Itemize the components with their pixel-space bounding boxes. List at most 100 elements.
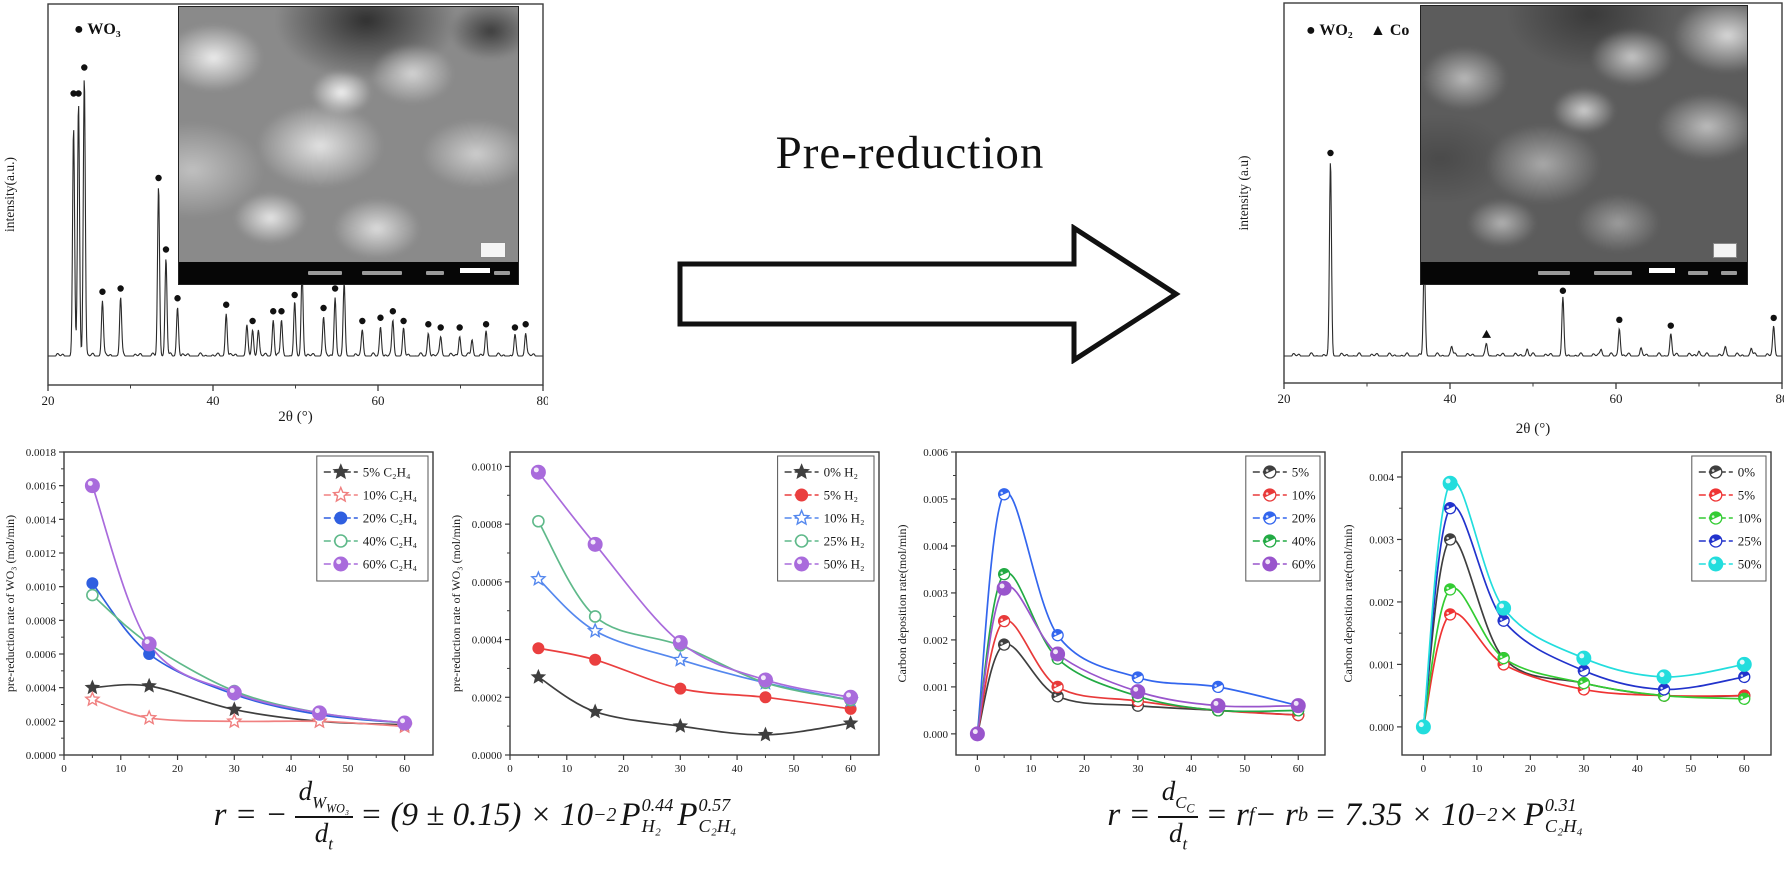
svg-text:0% H₂: 0% H₂ xyxy=(824,465,859,480)
svg-text:10: 10 xyxy=(1471,763,1483,775)
infobar-segment xyxy=(362,271,403,275)
svg-text:0: 0 xyxy=(507,763,513,775)
series-line xyxy=(91,582,405,724)
svg-text:● WO₂: ● WO₂ xyxy=(1306,22,1353,39)
peak-dot-marker xyxy=(70,90,77,97)
svg-text:0.0000: 0.0000 xyxy=(472,750,503,762)
svg-text:20: 20 xyxy=(1079,763,1091,775)
series-markers xyxy=(530,668,859,742)
svg-text:10: 10 xyxy=(1025,763,1037,775)
svg-text:60: 60 xyxy=(372,393,385,408)
peak-dot-marker xyxy=(320,304,327,312)
svg-text:Carbon deposition rate(mol/min: Carbon deposition rate(mol/min) xyxy=(895,525,909,683)
svg-text:50: 50 xyxy=(342,763,354,775)
eq2-times: × xyxy=(1497,797,1520,834)
svg-text:60%: 60% xyxy=(1292,557,1316,572)
peak-dot-marker xyxy=(278,308,285,315)
svg-text:60: 60 xyxy=(1739,763,1751,775)
pre-reduction-label: Pre-reduction xyxy=(775,127,1045,179)
pre-reduction-rate-c2h4-plot: 0 10 20 30 40 50 60 0.0000 0.0002 0.0004 0.0006 0.0… xyxy=(3,447,434,775)
infobar-segment xyxy=(494,271,511,275)
svg-text:40: 40 xyxy=(286,763,298,775)
svg-text:60: 60 xyxy=(845,763,857,775)
svg-text:50% H₂: 50% H₂ xyxy=(824,557,865,572)
svg-text:0.0010: 0.0010 xyxy=(26,582,57,594)
svg-text:0: 0 xyxy=(1421,763,1427,775)
svg-text:40% C₂H₄: 40% C₂H₄ xyxy=(363,534,418,549)
peak-dot-marker xyxy=(249,317,256,325)
svg-text:25%: 25% xyxy=(1738,534,1762,549)
eq1-exponent: −2 xyxy=(593,804,617,827)
svg-text:30: 30 xyxy=(229,763,241,775)
svg-text:0.003: 0.003 xyxy=(1369,534,1394,546)
eq1-pressure-term-h2: P 0.44 H₂ xyxy=(620,795,674,836)
svg-text:2θ (°): 2θ (°) xyxy=(278,409,312,425)
svg-text:5%: 5% xyxy=(1738,488,1756,503)
sem-inset-right xyxy=(1420,5,1748,285)
svg-text:0.000: 0.000 xyxy=(923,729,948,741)
sem-infobar-right xyxy=(1421,262,1747,284)
eq1-fraction: dWWO₃ dt xyxy=(294,777,354,854)
svg-text:50: 50 xyxy=(788,763,800,775)
sem-scalebox-left xyxy=(480,242,506,258)
svg-text:0: 0 xyxy=(975,763,981,775)
svg-text:0.001: 0.001 xyxy=(923,682,948,694)
eq2-fraction: dCC dt xyxy=(1157,776,1199,854)
svg-text:30: 30 xyxy=(1578,763,1590,775)
peak-dot-marker xyxy=(117,285,124,292)
peak-dot-marker xyxy=(377,314,384,321)
peak-dot-marker xyxy=(389,308,397,315)
svg-text:0.0004: 0.0004 xyxy=(472,635,503,647)
svg-text:0.0010: 0.0010 xyxy=(472,461,503,473)
series-markers xyxy=(84,677,413,732)
svg-text:50%: 50% xyxy=(1738,557,1762,572)
series-markers xyxy=(86,588,411,730)
svg-text:20: 20 xyxy=(42,393,55,408)
series-line xyxy=(91,485,405,724)
svg-text:60: 60 xyxy=(1293,763,1305,775)
peak-dot-marker xyxy=(81,64,88,71)
svg-text:5% C₂H₄: 5% C₂H₄ xyxy=(363,465,411,480)
sem-scalebar xyxy=(460,268,491,273)
peak-dot-marker xyxy=(270,308,277,315)
svg-text:0.0004: 0.0004 xyxy=(26,683,57,695)
series-markers xyxy=(530,570,859,708)
svg-text:20% C₂H₄: 20% C₂H₄ xyxy=(363,511,418,526)
svg-text:0.0008: 0.0008 xyxy=(26,615,57,627)
svg-text:0.0002: 0.0002 xyxy=(472,692,502,704)
sem-scalebar xyxy=(1649,268,1676,273)
infobar-segment xyxy=(307,271,342,275)
svg-text:0.002: 0.002 xyxy=(923,635,948,647)
svg-text:0.002: 0.002 xyxy=(1369,597,1394,609)
svg-text:20%: 20% xyxy=(1292,511,1316,526)
series-markers xyxy=(530,464,859,705)
peak-dot-marker xyxy=(482,321,490,328)
svg-text:0.0008: 0.0008 xyxy=(472,519,503,531)
svg-text:40: 40 xyxy=(732,763,744,775)
svg-text:80: 80 xyxy=(1776,391,1784,406)
peak-dot-marker xyxy=(155,174,162,182)
eq2-lhs: r = xyxy=(1107,797,1151,834)
svg-text:0.0000: 0.0000 xyxy=(26,750,57,762)
svg-text:0%: 0% xyxy=(1738,465,1756,480)
peak-dot-marker xyxy=(522,321,529,328)
peak-dot-marker xyxy=(425,321,432,328)
eq2-numerator: dCC xyxy=(1161,776,1195,816)
infobar-segment xyxy=(1538,271,1571,275)
svg-text:20: 20 xyxy=(172,763,184,775)
svg-text:40: 40 xyxy=(207,393,220,408)
peak-dot-marker xyxy=(400,317,407,325)
rate-equation-pre-reduction: r = − dWWO₃ dt = (9 ± 0.15) × 10 −2 P 0.44… xyxy=(100,777,850,854)
peak-triangle-marker xyxy=(1482,329,1492,338)
eq2-sub-f: f xyxy=(1248,804,1255,827)
series-line xyxy=(537,676,851,736)
pre-reduction-arrow-icon xyxy=(677,224,1181,364)
series-markers xyxy=(1415,475,1752,735)
peak-dot-marker xyxy=(1667,322,1674,329)
svg-text:30: 30 xyxy=(1132,763,1144,775)
series-markers xyxy=(86,577,411,730)
peak-dot-marker xyxy=(1770,314,1777,322)
xrd-right-chart: 20 40 60 80 2θ (°) intensity (a.u) ● WO₂ ▲ Co xyxy=(1236,2,1784,437)
svg-text:0.0006: 0.0006 xyxy=(26,649,57,661)
series-line xyxy=(91,594,405,724)
